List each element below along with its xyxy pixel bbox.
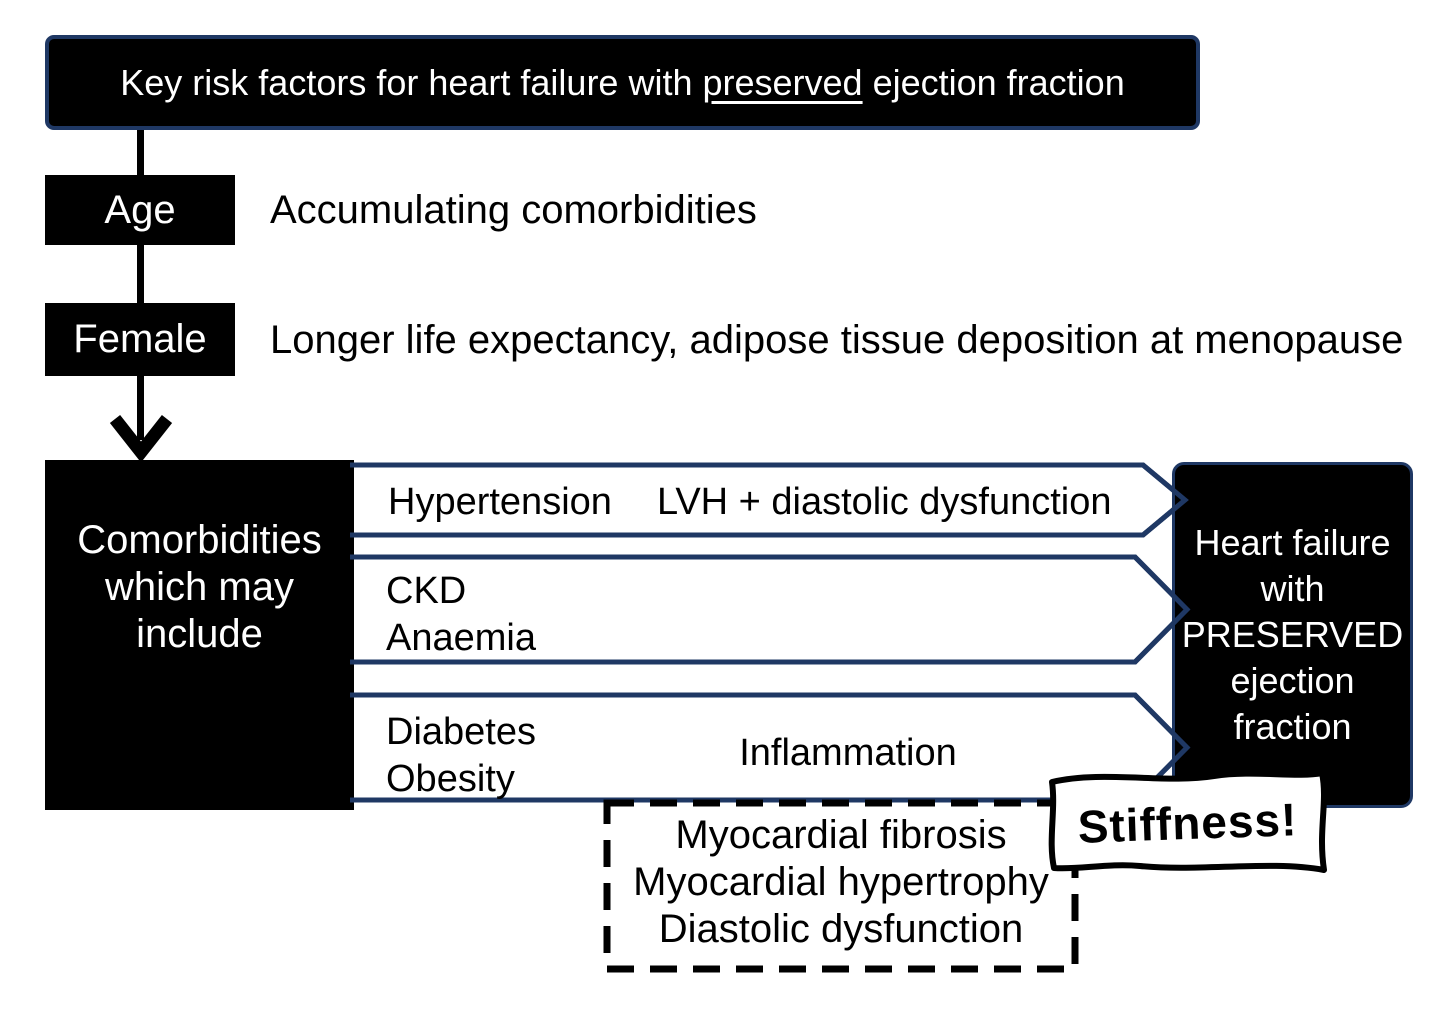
hfpef-outcome-box: Heart failure with PRESERVED ejection fr…: [1172, 462, 1413, 808]
mechanism-line: Myocardial fibrosis: [675, 813, 1007, 857]
outcome-line: fraction: [1233, 706, 1352, 747]
stiffness-label: Stiffness!: [1076, 793, 1299, 853]
outcome-line: with: [1260, 568, 1325, 609]
female-box: Female: [45, 303, 235, 376]
anaemia-label: Anaemia: [386, 617, 536, 659]
mechanism-text: Myocardial fibrosis Myocardial hypertrop…: [607, 812, 1075, 953]
page-title: Key risk factors for heart failure with …: [120, 61, 1125, 103]
mechanism-dashed-box: [603, 799, 1079, 973]
age-label: Age: [104, 187, 176, 232]
comorbidities-box: Comorbidities which may include: [45, 460, 354, 810]
age-description: Accumulating comorbidities: [270, 188, 757, 232]
comorbidities-line: which may: [105, 565, 294, 609]
obesity-label: Obesity: [386, 758, 515, 800]
hypertension-label: Hypertension: [388, 481, 612, 523]
outcome-line: PRESERVED: [1181, 614, 1404, 655]
mechanism-line: Diastolic dysfunction: [658, 907, 1024, 951]
down-arrow-icon: [109, 414, 173, 460]
diabetes-label: Diabetes: [386, 711, 536, 753]
title-box: Key risk factors for heart failure with …: [45, 35, 1200, 130]
age-box: Age: [45, 175, 235, 245]
ckd-anaemia-labels: CKD Anaemia: [386, 568, 536, 662]
stiffness-callout: Stiffness!: [1044, 764, 1331, 882]
lvh-diastolic-dysfunction-label: LVH + diastolic dysfunction: [657, 481, 1112, 523]
female-description: Longer life expectancy, adipose tissue d…: [270, 318, 1404, 362]
comorbidities-line: include: [136, 612, 263, 656]
title-underlined-word: preserved: [702, 61, 863, 103]
outcome-line: ejection: [1230, 660, 1355, 701]
flow-line: [137, 128, 144, 440]
diabetes-obesity-labels: Diabetes Obesity: [386, 709, 536, 803]
comorbidities-line: Comorbidities: [77, 518, 322, 562]
ckd-label: CKD: [386, 570, 467, 612]
female-label: Female: [73, 317, 207, 361]
inflammation-label: Inflammation: [739, 732, 957, 774]
mechanism-line: Myocardial hypertrophy: [633, 860, 1049, 904]
outcome-line: Heart failure: [1194, 522, 1391, 563]
